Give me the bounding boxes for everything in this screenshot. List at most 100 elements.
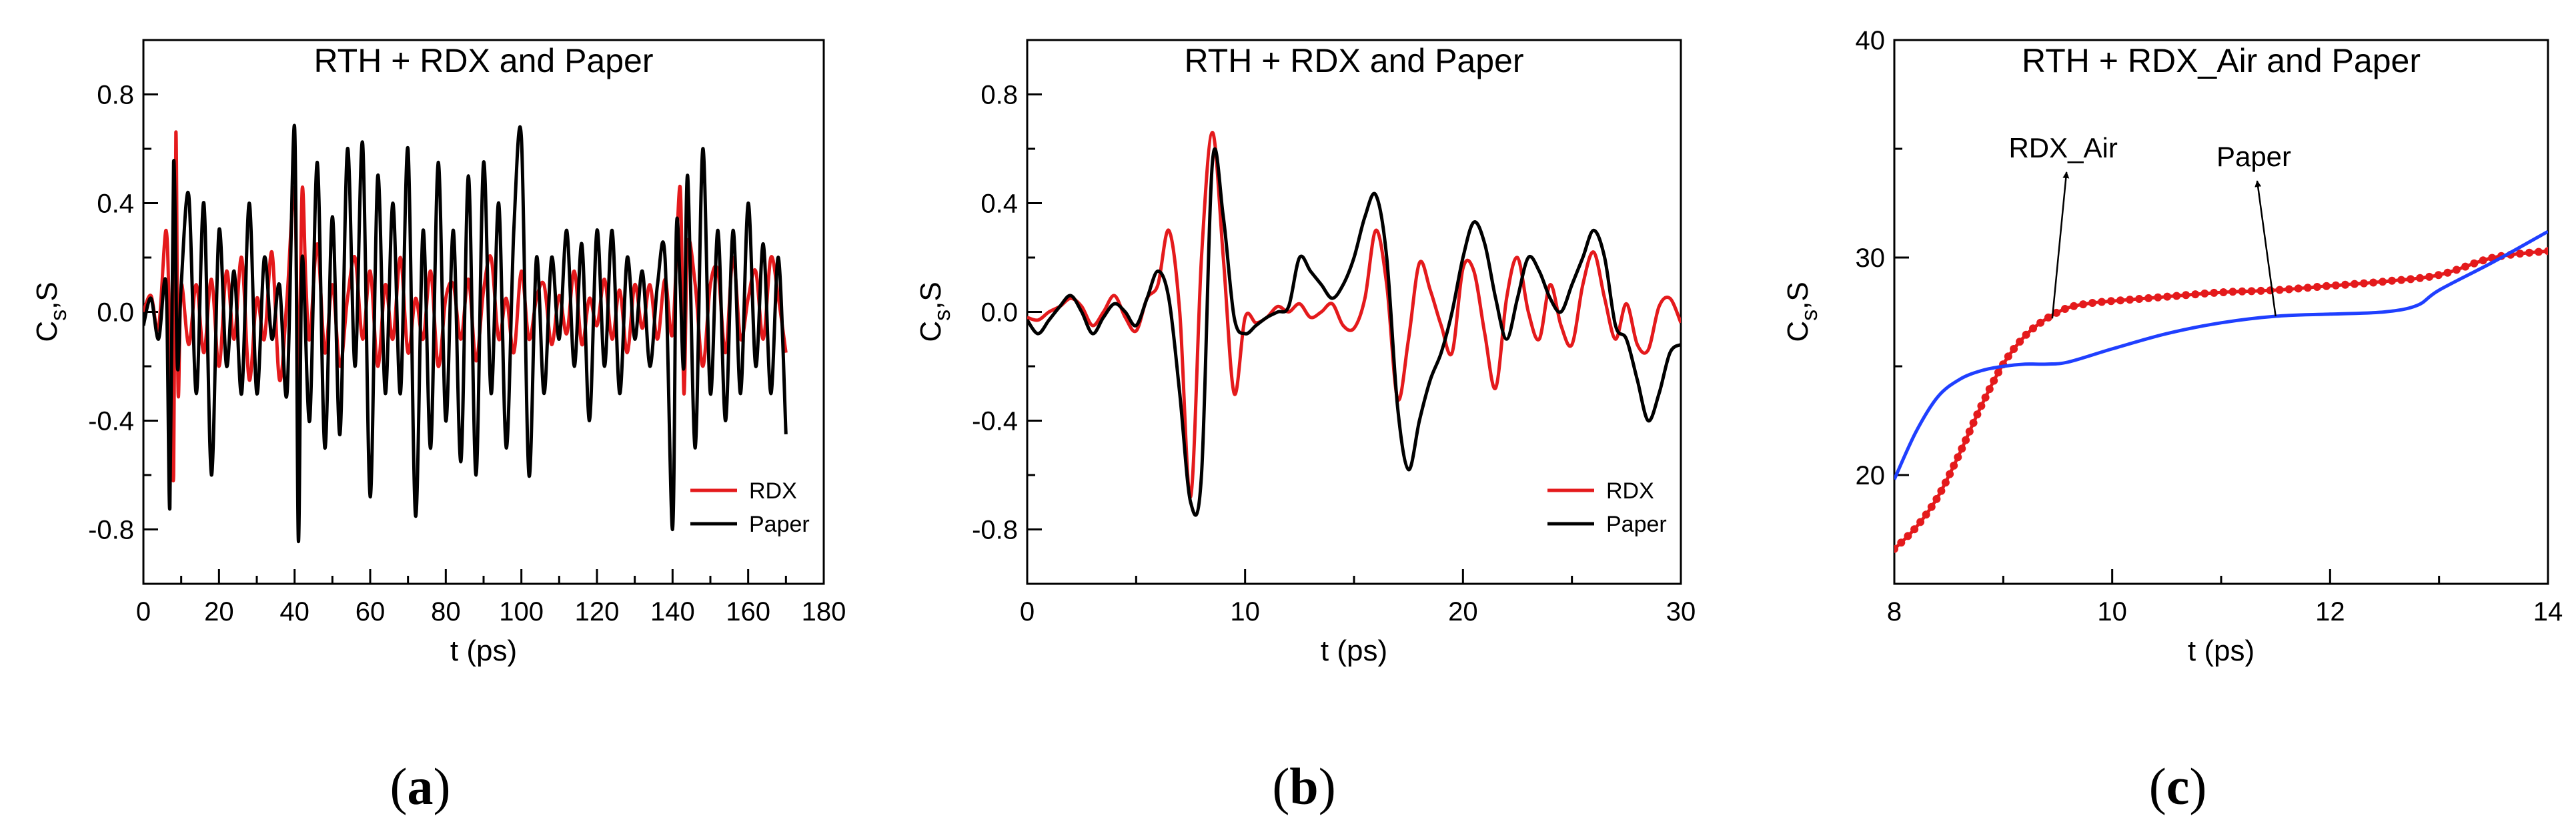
annotation: Paper <box>2216 141 2291 317</box>
series-line-rdx-air <box>1894 249 2548 550</box>
series-marker-point <box>2010 345 2018 353</box>
y-axis-label-subscript: s <box>930 310 955 321</box>
series-marker-point <box>2135 295 2144 303</box>
series-marker-point <box>2191 290 2200 299</box>
panel-caption: (a) <box>390 757 451 815</box>
x-tick-label: 120 <box>575 597 620 627</box>
series-marker-point <box>1985 385 1994 394</box>
series-line-rdx <box>143 130 788 483</box>
chart-title: RTH + RDX and Paper <box>313 42 653 79</box>
y-tick-label: 20 <box>1856 461 1886 490</box>
y-axis-label-main: C <box>914 321 947 342</box>
series-marker-point <box>1981 393 1990 402</box>
series-marker-point <box>2434 271 2443 280</box>
series-marker-point <box>2116 296 2124 305</box>
series-marker-point <box>1990 376 1998 385</box>
series-marker-point <box>2144 294 2153 302</box>
y-axis-label-subscript: s <box>46 310 71 321</box>
legend-entry: RDX <box>749 478 797 504</box>
y-axis-label-rest: ,S <box>914 282 947 310</box>
series-marker-point <box>2182 291 2190 300</box>
series-marker-point <box>2163 292 2172 301</box>
series-marker-point <box>2479 256 2487 265</box>
series-marker-point <box>2275 286 2284 294</box>
y-tick-label: -0.8 <box>972 516 1018 545</box>
series-marker-point <box>1977 402 1986 410</box>
series-marker-point <box>1916 518 1925 526</box>
series-marker-point <box>1894 544 1898 553</box>
x-axis-label: t (ps) <box>1321 635 1387 667</box>
chart-panel-a: 0 20 40 60 80 100 120 140 160 180 -0.8 -0.4 0.0 0.4 0.… <box>31 39 846 815</box>
y-tick-label: 0.0 <box>97 298 134 328</box>
series-marker-point <box>2079 300 2088 309</box>
series-marker-point <box>1962 436 1970 444</box>
panel-caption: (b) <box>1272 757 1335 815</box>
series-marker-point <box>2088 299 2096 307</box>
series-marker-point <box>2388 276 2397 285</box>
y-tick-label: 0.4 <box>97 189 134 219</box>
y-axis-label: Cs,S <box>31 282 71 342</box>
series-marker-point <box>1973 410 1982 419</box>
x-tick-label: 80 <box>431 597 461 627</box>
series-marker-point <box>2351 280 2359 288</box>
annotation-label: Paper <box>2216 141 2291 172</box>
series-marker-point <box>1937 486 1946 495</box>
series-marker-point <box>1946 470 1954 478</box>
series-marker-point <box>2322 282 2331 290</box>
series-marker-point <box>2052 308 2061 317</box>
series-marker-point <box>1932 494 1941 503</box>
series-marker-point <box>1910 525 1919 534</box>
chart-title: RTH + RDX and Paper <box>1184 42 1523 79</box>
series-marker-point <box>2172 292 2181 300</box>
series-marker-point <box>2219 288 2228 296</box>
panel-caption-letter: b <box>1289 757 1318 815</box>
y-axis-label-subscript: s <box>1797 310 1822 321</box>
x-tick-label: 60 <box>356 597 386 627</box>
series-marker-point <box>2425 272 2434 281</box>
series-marker-point <box>2070 302 2078 310</box>
panel-caption-letter: a <box>408 757 434 815</box>
series-marker-point <box>2360 279 2368 288</box>
x-tick-label: 10 <box>1230 597 1260 627</box>
y-tick-label: 0.0 <box>981 298 1018 328</box>
legend-entry: Paper <box>749 512 810 537</box>
series-marker-point <box>2022 330 2030 339</box>
x-tick-label: 140 <box>650 597 695 627</box>
series-marker-point <box>2210 288 2218 297</box>
series-group <box>143 123 788 544</box>
series-marker-point <box>2461 262 2470 271</box>
series-marker-point <box>1994 368 2002 377</box>
series-group <box>1894 230 2548 553</box>
annotation-label: RDX_Air <box>2008 132 2117 163</box>
series-marker-point <box>2407 275 2415 284</box>
series-marker-point <box>2098 298 2106 306</box>
y-axis-label-rest: ,S <box>31 282 63 310</box>
series-marker-point <box>2535 248 2543 256</box>
series-marker-point <box>2331 281 2340 290</box>
plot-frame <box>1893 39 2549 585</box>
annotation-arrow <box>2051 171 2070 319</box>
x-tick-label: 0 <box>136 597 151 627</box>
series-line-paper <box>1894 230 2548 480</box>
series-marker-point <box>2397 276 2406 284</box>
x-tick-label: 20 <box>204 597 234 627</box>
series-marker-point <box>2416 274 2425 282</box>
x-tick-label: 30 <box>1666 597 1696 627</box>
series-marker-point <box>2443 268 2452 277</box>
series-marker-point <box>1927 502 1936 511</box>
series-marker-point <box>1965 427 1974 436</box>
series-marker-point <box>2544 247 2548 256</box>
series-group <box>1027 131 1681 517</box>
y-tick-label: 0.4 <box>981 189 1018 219</box>
series-marker-point <box>2369 278 2378 287</box>
series-marker-point <box>1969 418 1978 427</box>
x-tick-label: 180 <box>802 597 846 627</box>
x-tick-label: 100 <box>499 597 544 627</box>
y-tick-label: 30 <box>1856 244 1886 273</box>
series-marker-point <box>2126 296 2134 304</box>
annotation: RDX_Air <box>2008 132 2118 319</box>
chart-panel-c: 8 10 12 14 20 30 40 RTH + RDX_Air and Paper t (p… <box>1782 26 2563 815</box>
chart-panel-b: 0 10 20 30 -0.8 -0.4 0.0 0.4 0.8 RTH + RDX and Pa… <box>914 39 1696 815</box>
series-marker-point <box>2341 280 2349 289</box>
series-marker-point <box>2470 259 2479 268</box>
